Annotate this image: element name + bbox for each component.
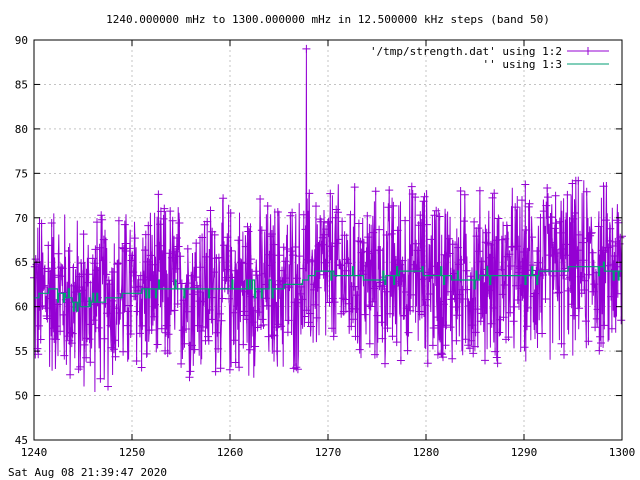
y-tick-label: 85	[15, 78, 28, 91]
y-tick-label: 50	[15, 390, 28, 403]
x-tick-label: 1240	[21, 446, 48, 459]
y-tick-label: 80	[15, 123, 28, 136]
axis-ticks: 45 50 55 60 65 70 75 80 85 90 1240 1250 1260 1270 1280…	[15, 34, 636, 459]
x-tick-label: 1260	[217, 446, 244, 459]
y-tick-label: 65	[15, 256, 28, 269]
timestamp: Sat Aug 08 21:39:47 2020	[8, 466, 167, 479]
y-tick-label: 45	[15, 434, 28, 447]
y-tick-label: 55	[15, 345, 28, 358]
legend: '/tmp/strength.dat' using 1:2 '' using 1…	[370, 45, 609, 71]
chart-title: 1240.000000 mHz to 1300.000000 mHz in 12…	[106, 13, 550, 26]
legend-label-strength: '/tmp/strength.dat' using 1:2	[370, 45, 562, 58]
x-tick-label: 1300	[609, 446, 636, 459]
x-tick-label: 1290	[511, 446, 538, 459]
legend-label-average: '' using 1:3	[483, 58, 562, 71]
x-tick-label: 1250	[119, 446, 146, 459]
y-tick-label: 90	[15, 34, 28, 47]
x-tick-label: 1280	[413, 446, 440, 459]
y-tick-label: 75	[15, 167, 28, 180]
series-strength-layer	[30, 44, 626, 393]
series-average-layer	[34, 261, 622, 312]
y-tick-label: 70	[15, 212, 28, 225]
y-tick-label: 60	[15, 301, 28, 314]
x-tick-label: 1270	[315, 446, 342, 459]
series-average-line	[34, 261, 622, 312]
